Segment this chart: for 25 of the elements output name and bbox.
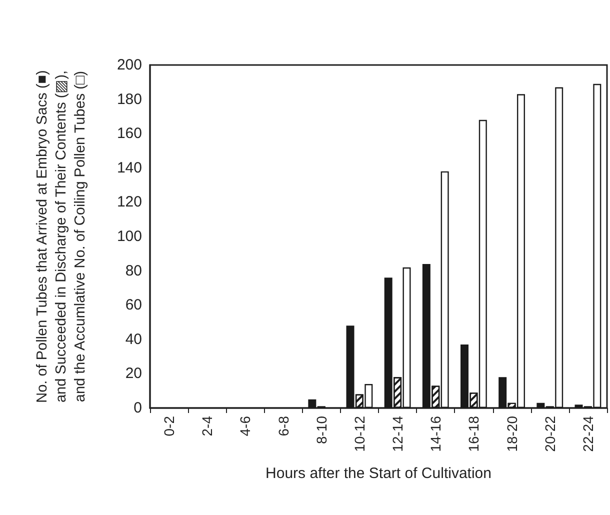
x-tick-label: 16-18 <box>466 416 482 452</box>
y-tick-label: 20 <box>125 365 142 382</box>
y-tick-label: 80 <box>125 262 142 280</box>
y-tick-label: 40 <box>125 330 142 348</box>
y-tick-label: 100 <box>116 228 142 245</box>
x-tick-label: 22-24 <box>580 416 596 452</box>
x-tick-label: 10-12 <box>351 416 368 452</box>
x-tick-label: 0-2 <box>161 416 178 436</box>
y-tick-label: 200 <box>116 56 142 74</box>
y-tick-label: 160 <box>116 125 142 142</box>
x-tick-label: 14-16 <box>428 416 444 452</box>
y-tick-label: 180 <box>116 90 142 108</box>
x-tick-label: 12-14 <box>390 416 406 452</box>
x-axis-title: Hours after the Start of Cultivation <box>266 465 492 482</box>
y-tick-label: 60 <box>125 296 142 314</box>
y-tick-label: 0 <box>134 400 142 416</box>
y-tick-label: 140 <box>116 159 142 176</box>
x-tick-label: 2-4 <box>199 416 216 436</box>
x-tick-label: 6-8 <box>275 416 292 436</box>
x-tick-label: 8-10 <box>313 416 330 444</box>
y-axis-title: No. of Pollen Tubes that Arrived at Embryo Sacs (■) and Succeeded in Discharge of Their Contents (▨), and the Accumlative No. of Coiling Pollen Tubes (□) <box>34 70 88 403</box>
x-tick-label: 4-6 <box>237 416 254 436</box>
x-tick-label: 20-22 <box>542 416 558 452</box>
y-tick-label: 120 <box>116 194 142 211</box>
x-tick-label: 18-20 <box>504 416 520 452</box>
